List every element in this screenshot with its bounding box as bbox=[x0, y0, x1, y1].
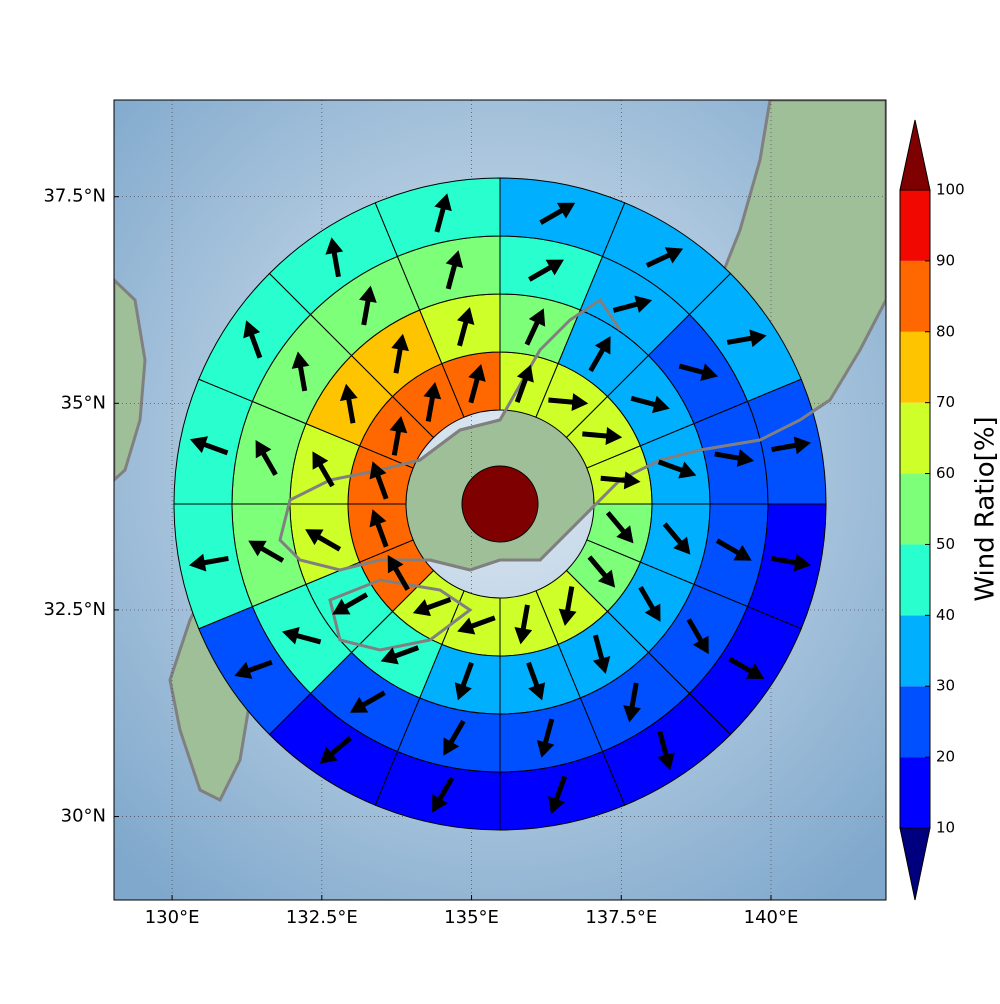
colorbar-tick-label: 20 bbox=[936, 748, 955, 766]
colorbar-bin bbox=[900, 544, 930, 615]
colorbar-tick-label: 80 bbox=[936, 322, 955, 340]
colorbar-tick-label: 90 bbox=[936, 251, 955, 269]
colorbar-bin bbox=[900, 757, 930, 828]
colorbar-tick-label: 70 bbox=[936, 393, 955, 411]
colorbar-under bbox=[900, 828, 930, 900]
x-tick-label: 135°E bbox=[444, 907, 499, 928]
colorbar-tick-label: 30 bbox=[936, 677, 955, 695]
colorbar-over bbox=[900, 120, 930, 190]
center-cell bbox=[462, 466, 538, 542]
colorbar-bin bbox=[900, 190, 930, 261]
colorbar-bin bbox=[900, 261, 930, 332]
x-tick-label: 130°E bbox=[145, 907, 200, 928]
colorbar-tick-label: 60 bbox=[936, 464, 955, 482]
y-tick-label: 35°N bbox=[61, 392, 106, 413]
colorbar-bin bbox=[900, 615, 930, 686]
colorbar-bin bbox=[900, 686, 930, 757]
colorbar-tick-label: 10 bbox=[936, 819, 955, 837]
colorbar-tick-label: 100 bbox=[936, 181, 965, 199]
colorbar-bin bbox=[900, 474, 930, 545]
y-tick-label: 37.5°N bbox=[43, 186, 106, 207]
colorbar: 10 20 30 40 50 60 70 80 90 100 Wind Ratio[%] bbox=[900, 120, 1000, 900]
colorbar-tick-label: 50 bbox=[936, 535, 955, 553]
x-tick-label: 137.5°E bbox=[585, 907, 657, 928]
colorbar-tick-label: 40 bbox=[936, 606, 955, 624]
y-tick-label: 32.5°N bbox=[43, 599, 106, 620]
x-tick-label: 140°E bbox=[744, 907, 799, 928]
wind-grid bbox=[174, 178, 826, 830]
y-tick-label: 30°N bbox=[61, 806, 106, 827]
colorbar-bin bbox=[900, 332, 930, 403]
colorbar-label: Wind Ratio[%] bbox=[971, 416, 1000, 601]
x-tick-label: 132.5°E bbox=[286, 907, 358, 928]
colorbar-bin bbox=[900, 403, 930, 474]
